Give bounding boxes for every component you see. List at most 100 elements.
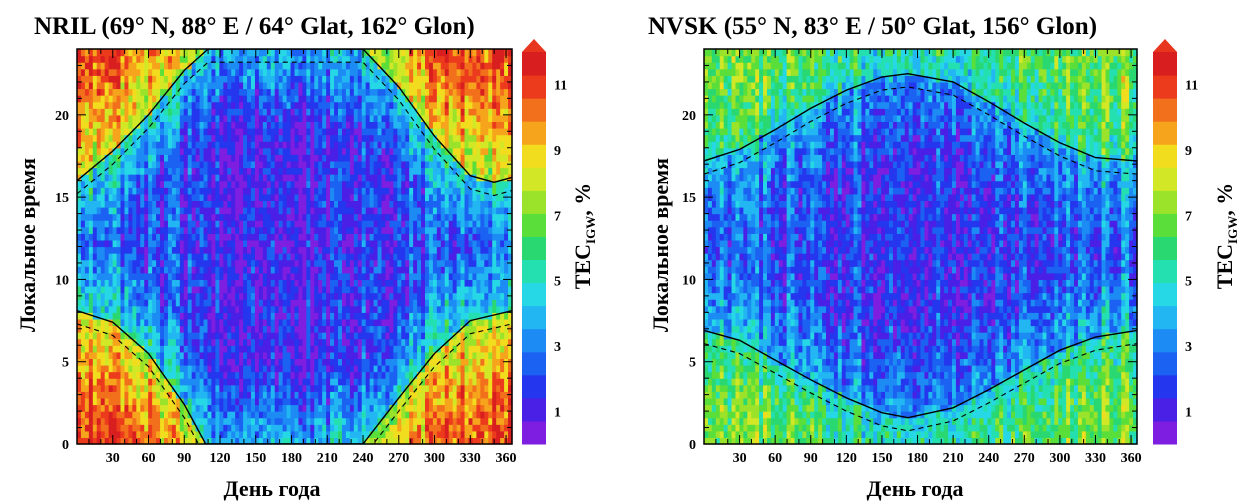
heatmap-cell (306, 351, 311, 360)
heatmap-cell (96, 318, 102, 327)
heatmap-cell (164, 220, 169, 228)
heatmap-cell (239, 88, 244, 96)
heatmap-cell (108, 141, 114, 149)
heatmap-cell (96, 358, 102, 366)
heatmap-cell (84, 200, 90, 208)
heatmap-cell (104, 430, 110, 439)
heatmap-cell (270, 128, 276, 136)
heatmap-cell (243, 141, 248, 149)
heatmap-cell (258, 292, 264, 300)
heatmap-cell (179, 81, 185, 90)
heatmap-cell (353, 160, 359, 169)
heatmap-cell (282, 239, 288, 248)
heatmap-cell (100, 174, 106, 182)
heatmap-cell (357, 397, 363, 406)
heatmap-cell (219, 318, 224, 327)
heatmap-cell (203, 332, 209, 340)
heatmap-cell (306, 187, 311, 195)
heatmap-cell (393, 371, 398, 379)
heatmap-cell (338, 88, 343, 96)
heatmap-cell (160, 286, 165, 294)
heatmap-cell (96, 259, 102, 267)
heatmap-cell (152, 200, 157, 208)
heatmap-cell (136, 49, 141, 57)
heatmap-cell (318, 226, 323, 234)
heatmap-cell (310, 411, 315, 419)
heatmap-cell (338, 81, 343, 90)
heatmap-cell (251, 81, 256, 90)
heatmap-cell (231, 292, 236, 300)
heatmap-cell (401, 286, 406, 294)
heatmap-cell (389, 226, 394, 234)
heatmap-cell (84, 345, 90, 353)
heatmap-cell (278, 365, 284, 373)
heatmap-cell (397, 233, 402, 241)
heatmap-cell (100, 200, 106, 208)
heatmap-cell (183, 417, 189, 425)
heatmap-cell (175, 81, 181, 90)
heatmap-cell (247, 325, 252, 333)
heatmap-cell (294, 213, 300, 221)
heatmap-cell (80, 391, 86, 399)
heatmap-cell (290, 49, 296, 57)
heatmap-cell (164, 384, 169, 392)
heatmap-cell (132, 147, 137, 155)
heatmap-cell (239, 55, 244, 63)
heatmap-cell (80, 55, 86, 63)
heatmap-cell (298, 411, 303, 419)
heatmap-cell (286, 233, 292, 241)
heatmap-cell (77, 371, 82, 379)
heatmap-cell (369, 108, 375, 116)
heatmap-cell (298, 345, 303, 353)
heatmap-cell (77, 397, 82, 406)
heatmap-cell (294, 220, 300, 228)
heatmap-cell (357, 404, 363, 412)
heatmap-cell (116, 68, 122, 76)
heatmap-cell (211, 147, 216, 155)
heatmap-cell (401, 220, 406, 228)
heatmap-cell (401, 378, 406, 386)
heatmap-cell (203, 49, 209, 57)
heatmap-cell (175, 292, 181, 300)
heatmap-cell (251, 417, 256, 425)
heatmap-cell (247, 266, 252, 274)
heatmap-cell (88, 121, 94, 129)
heatmap-cell (290, 397, 296, 406)
heatmap-cell (235, 292, 240, 300)
heatmap-cell (258, 226, 264, 234)
heatmap-cell (353, 437, 359, 445)
heatmap-cell (345, 318, 351, 327)
heatmap-cell (88, 160, 94, 169)
heatmap-cell (195, 81, 201, 90)
heatmap-cell (219, 299, 224, 307)
heatmap-cell (219, 174, 224, 182)
heatmap-cell (84, 239, 90, 248)
heatmap-cell (274, 128, 280, 136)
heatmap-cell (96, 286, 102, 294)
heatmap-cell (341, 213, 347, 221)
heatmap-cell (231, 338, 236, 346)
heatmap-cell (266, 272, 272, 281)
heatmap-cell (219, 68, 224, 76)
heatmap-cell (227, 332, 232, 340)
heatmap-cell (310, 121, 315, 129)
heatmap-cell (88, 81, 94, 90)
heatmap-cell (124, 207, 129, 215)
heatmap-cell (247, 358, 252, 366)
heatmap-cell (187, 154, 193, 162)
heatmap-cell (314, 134, 319, 142)
heatmap-cell (77, 253, 82, 261)
heatmap-cell (270, 299, 276, 307)
heatmap-cell (389, 391, 394, 399)
heatmap-cell (128, 121, 133, 129)
heatmap-cell (92, 332, 98, 340)
heatmap-cell (223, 147, 228, 155)
heatmap-cell (357, 266, 363, 274)
heatmap-cell (243, 266, 248, 274)
heatmap-cell (345, 397, 351, 406)
heatmap-cell (353, 351, 359, 360)
heatmap-cell (116, 411, 122, 419)
heatmap-cell (84, 299, 90, 307)
heatmap-cell (136, 193, 141, 202)
heatmap-cell (243, 253, 248, 261)
